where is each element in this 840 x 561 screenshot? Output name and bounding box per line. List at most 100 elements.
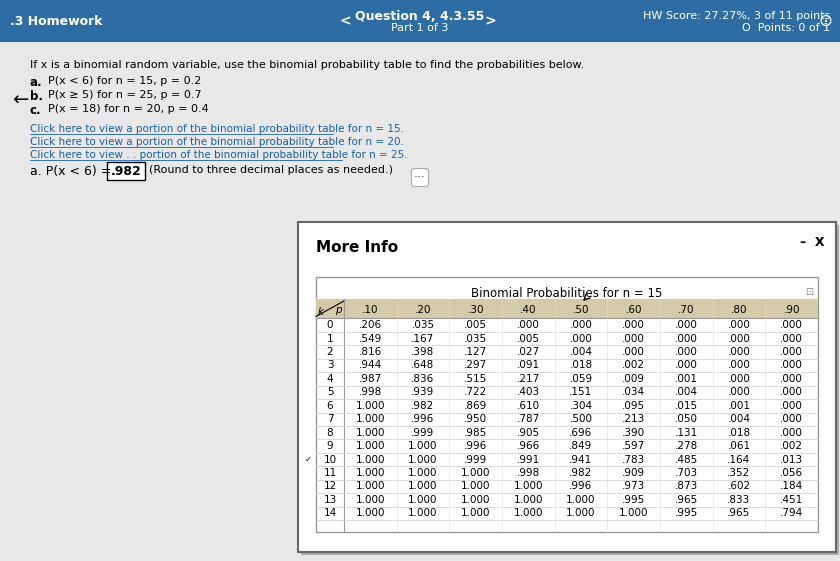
Text: .982: .982 bbox=[111, 164, 141, 177]
Text: .965: .965 bbox=[675, 495, 698, 505]
Text: 4: 4 bbox=[327, 374, 333, 384]
Text: .10: .10 bbox=[362, 305, 379, 315]
Text: P(x < 6) for n = 15, p = 0.2: P(x < 6) for n = 15, p = 0.2 bbox=[48, 76, 202, 86]
Text: .167: .167 bbox=[412, 334, 434, 343]
Text: 1.000: 1.000 bbox=[408, 468, 438, 478]
Text: ←: ← bbox=[12, 90, 29, 109]
Text: >: > bbox=[484, 14, 496, 28]
Text: .184: .184 bbox=[780, 481, 803, 491]
Text: .987: .987 bbox=[359, 374, 382, 384]
Text: .000: .000 bbox=[780, 387, 803, 397]
Text: (Round to three decimal places as needed.): (Round to three decimal places as needed… bbox=[149, 165, 393, 175]
Text: .000: .000 bbox=[517, 320, 540, 330]
Text: .451: .451 bbox=[780, 495, 803, 505]
Text: 13: 13 bbox=[323, 495, 337, 505]
Text: c.: c. bbox=[30, 104, 42, 117]
Text: .999: .999 bbox=[464, 454, 487, 465]
Text: .004: .004 bbox=[727, 414, 750, 424]
Text: .403: .403 bbox=[517, 387, 540, 397]
Text: .50: .50 bbox=[573, 305, 589, 315]
Text: .996: .996 bbox=[412, 414, 434, 424]
Text: .722: .722 bbox=[464, 387, 487, 397]
Text: .000: .000 bbox=[622, 320, 645, 330]
Text: .398: .398 bbox=[412, 347, 434, 357]
Text: 1: 1 bbox=[327, 334, 333, 343]
Text: .869: .869 bbox=[464, 401, 487, 411]
Text: b.: b. bbox=[30, 90, 43, 103]
Text: 1.000: 1.000 bbox=[408, 481, 438, 491]
Text: .995: .995 bbox=[675, 508, 698, 518]
Text: More Info: More Info bbox=[316, 240, 398, 255]
Text: .061: .061 bbox=[727, 441, 751, 451]
Text: –  X: – X bbox=[800, 236, 824, 249]
Text: 1.000: 1.000 bbox=[408, 495, 438, 505]
Text: .001: .001 bbox=[727, 401, 750, 411]
Text: .485: .485 bbox=[675, 454, 698, 465]
Text: .095: .095 bbox=[622, 401, 645, 411]
Text: .018: .018 bbox=[727, 427, 751, 438]
Text: .20: .20 bbox=[415, 305, 431, 315]
Text: .050: .050 bbox=[675, 414, 698, 424]
Text: 0: 0 bbox=[327, 320, 333, 330]
Text: 1.000: 1.000 bbox=[513, 481, 543, 491]
Text: .60: .60 bbox=[626, 305, 642, 315]
Text: .982: .982 bbox=[412, 401, 434, 411]
Text: .059: .059 bbox=[570, 374, 592, 384]
Text: .787: .787 bbox=[517, 414, 540, 424]
Text: .005: .005 bbox=[465, 320, 487, 330]
Text: a.: a. bbox=[30, 76, 43, 89]
Text: 1.000: 1.000 bbox=[355, 427, 385, 438]
Text: .966: .966 bbox=[517, 441, 540, 451]
Text: .034: .034 bbox=[622, 387, 645, 397]
Text: ···: ··· bbox=[414, 171, 426, 184]
Text: .000: .000 bbox=[780, 361, 803, 370]
Text: .000: .000 bbox=[780, 374, 803, 384]
Text: .000: .000 bbox=[570, 334, 592, 343]
Text: .991: .991 bbox=[517, 454, 540, 465]
Text: .500: .500 bbox=[570, 414, 592, 424]
Text: .000: .000 bbox=[727, 334, 750, 343]
Text: .602: .602 bbox=[727, 481, 751, 491]
Text: .973: .973 bbox=[622, 481, 645, 491]
Text: .3 Homework: .3 Homework bbox=[10, 15, 102, 27]
Text: .703: .703 bbox=[675, 468, 698, 478]
Text: .833: .833 bbox=[727, 495, 751, 505]
Text: .217: .217 bbox=[517, 374, 540, 384]
Text: 1.000: 1.000 bbox=[461, 468, 491, 478]
Text: .297: .297 bbox=[464, 361, 487, 370]
Text: 1.000: 1.000 bbox=[355, 495, 385, 505]
Text: .70: .70 bbox=[678, 305, 695, 315]
Text: .151: .151 bbox=[570, 387, 593, 397]
Text: .40: .40 bbox=[520, 305, 537, 315]
Text: .648: .648 bbox=[412, 361, 434, 370]
Text: k: k bbox=[318, 307, 324, 318]
Text: .004: .004 bbox=[675, 387, 698, 397]
Text: .009: .009 bbox=[622, 374, 645, 384]
Text: .816: .816 bbox=[359, 347, 382, 357]
Text: .035: .035 bbox=[465, 334, 487, 343]
Text: .515: .515 bbox=[464, 374, 487, 384]
Text: .027: .027 bbox=[517, 347, 540, 357]
Text: .278: .278 bbox=[675, 441, 698, 451]
Text: .939: .939 bbox=[412, 387, 434, 397]
Text: HW Score: 27.27%, 3 of 11 points: HW Score: 27.27%, 3 of 11 points bbox=[643, 11, 830, 21]
Text: .213: .213 bbox=[622, 414, 645, 424]
Text: Click here to view a portion of the binomial probability table for n = 20.: Click here to view a portion of the bino… bbox=[30, 137, 404, 147]
Text: .944: .944 bbox=[359, 361, 382, 370]
Text: .000: .000 bbox=[727, 320, 750, 330]
Text: P(x ≥ 5) for n = 25, p = 0.7: P(x ≥ 5) for n = 25, p = 0.7 bbox=[48, 90, 202, 100]
Text: .950: .950 bbox=[465, 414, 487, 424]
Text: 12: 12 bbox=[323, 481, 337, 491]
Text: 1.000: 1.000 bbox=[513, 495, 543, 505]
Text: .941: .941 bbox=[570, 454, 593, 465]
Text: 14: 14 bbox=[323, 508, 337, 518]
Text: .206: .206 bbox=[359, 320, 382, 330]
Text: .000: .000 bbox=[780, 334, 803, 343]
Text: .849: .849 bbox=[570, 441, 593, 451]
Text: .000: .000 bbox=[780, 347, 803, 357]
Text: .000: .000 bbox=[675, 320, 698, 330]
Text: 1.000: 1.000 bbox=[355, 508, 385, 518]
Text: <: < bbox=[339, 14, 351, 28]
Text: 1.000: 1.000 bbox=[461, 495, 491, 505]
Text: .390: .390 bbox=[622, 427, 645, 438]
